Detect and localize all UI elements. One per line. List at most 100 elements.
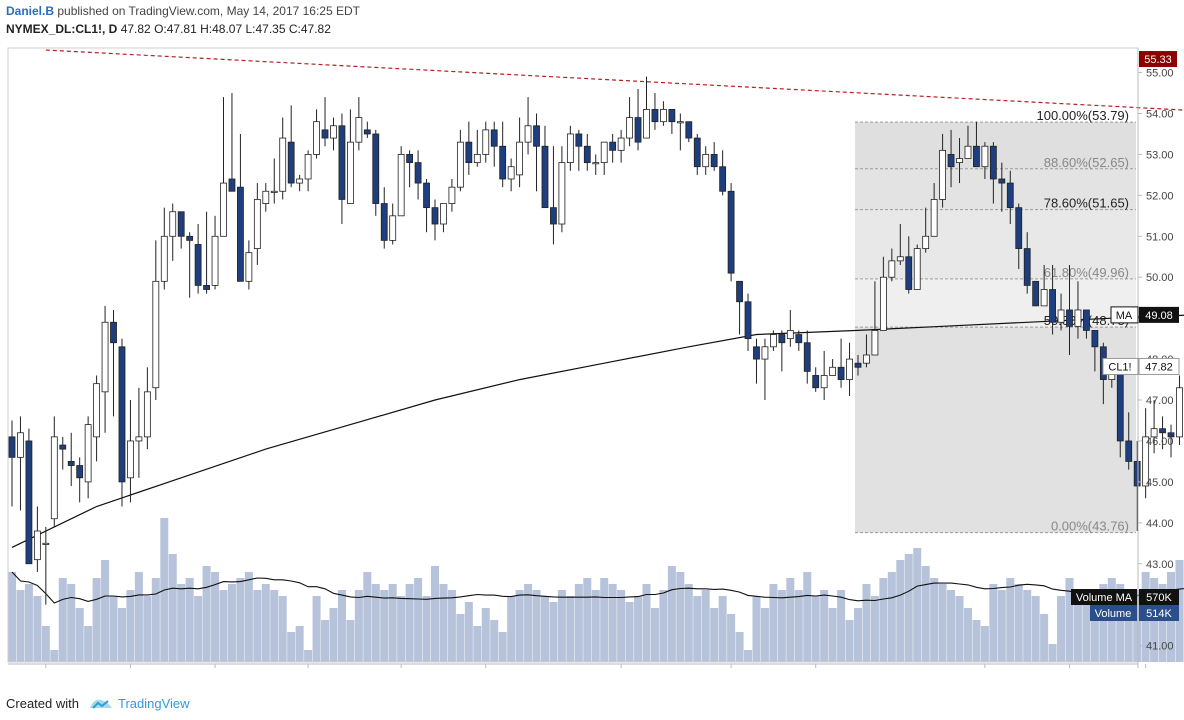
volume-bar (58, 578, 67, 662)
volume-bar (1124, 596, 1133, 662)
candle-body (702, 154, 710, 168)
volume-bar (1031, 596, 1040, 662)
volume-bar (67, 584, 76, 662)
volume-bar (168, 554, 177, 662)
volume-bar (1099, 584, 1108, 662)
candle-body (533, 125, 540, 147)
candle-body (245, 252, 253, 282)
candle-body (135, 436, 143, 442)
volume-bar (363, 572, 372, 662)
candle-body (736, 280, 743, 303)
candle-body (1167, 432, 1175, 438)
candle-body (956, 158, 963, 164)
created-with-text: Created with (6, 696, 79, 711)
candle-body (566, 133, 574, 164)
candle-body (913, 248, 921, 290)
candle-body (279, 137, 287, 192)
volume-bar (431, 566, 439, 662)
candle-body (177, 211, 185, 237)
candle-body (1176, 387, 1183, 438)
published-text: published on TradingView.com, May 14, 20… (57, 4, 360, 18)
volume-bar (278, 596, 287, 662)
volume-bar (566, 596, 575, 662)
candle-body (939, 149, 946, 200)
resistance-trendline[interactable] (45, 49, 1184, 120)
candle-body (380, 203, 388, 241)
volume-bar (938, 584, 947, 662)
candle-body (296, 178, 304, 184)
price-chart[interactable]: 100.00%(53.79) 88.60%(52.65) 78.60%(51.65)… (0, 42, 1184, 668)
volume-bar (803, 572, 812, 662)
candle-body (1091, 330, 1099, 348)
candle-body (313, 121, 320, 155)
candle-body (617, 137, 625, 151)
volume-bar (989, 584, 998, 662)
volume-bar (1023, 590, 1032, 662)
candle-body (1159, 428, 1166, 434)
candle-body (397, 154, 405, 217)
volume-bar (202, 566, 211, 662)
candle-body (727, 190, 735, 274)
candle-body (1125, 440, 1133, 462)
volume-bar (549, 602, 558, 662)
volume-bar (405, 584, 414, 662)
volume-bar (185, 578, 194, 662)
candle-body (710, 154, 718, 168)
volume-bar (532, 590, 541, 662)
candle-body (803, 342, 811, 372)
volume-bar (1057, 596, 1066, 662)
volume-bar (701, 590, 710, 662)
candle-body (8, 436, 16, 458)
low-value: L:47.35 (245, 22, 286, 36)
volume-bar (1048, 644, 1057, 662)
volume-bar (557, 590, 566, 662)
volume-bar (481, 608, 490, 662)
trendline[interactable] (45, 49, 1184, 120)
footer: Created with TradingView (0, 688, 1184, 720)
candle-body (778, 334, 786, 344)
volume-bar (710, 608, 719, 662)
candle-body (592, 162, 600, 165)
volume-bar (321, 620, 330, 662)
candle-body (346, 141, 354, 204)
volume-bar (109, 596, 118, 662)
price-tick-label: 50.00 (1146, 272, 1174, 284)
candle-body (50, 436, 58, 520)
volume-bar (75, 608, 84, 662)
high-value: H:48.07 (200, 22, 243, 36)
candle-body (93, 383, 100, 438)
candle-body (287, 141, 295, 184)
tradingview-logo-icon[interactable] (88, 694, 114, 714)
candle-body (211, 235, 219, 286)
volume-bar (727, 614, 736, 662)
volume-bar (676, 572, 685, 662)
price-tick-label: 41.00 (1146, 641, 1174, 653)
ma-line (11, 314, 1184, 548)
volume-bar (634, 596, 643, 662)
volume-bar (617, 590, 626, 662)
candle-body (101, 321, 109, 393)
candle-body (668, 109, 676, 123)
volume-bar (456, 614, 465, 662)
tradingview-brand-link[interactable]: TradingView (118, 696, 190, 711)
candle-body (330, 125, 337, 139)
candle-body (76, 465, 84, 479)
volume-bar (92, 578, 101, 662)
fibonacci-retracement[interactable]: 100.00%(53.79) 88.60%(52.65) 78.60%(51.65)… (855, 108, 1136, 534)
volume-bar (177, 584, 186, 662)
volume-bar (955, 596, 964, 662)
fib-level-label: 100.00%(53.79) (1036, 108, 1129, 123)
volume-bar (33, 596, 42, 662)
candle-body (186, 235, 194, 241)
volume-bar (667, 566, 676, 662)
volume-bar (820, 590, 829, 662)
author-name[interactable]: Daniel.B (6, 4, 55, 18)
volume-bar (684, 584, 693, 662)
candle-body (228, 178, 236, 192)
candle-body (499, 145, 507, 180)
candle-body (321, 129, 329, 139)
volume-bar (490, 620, 499, 662)
candle-body (981, 145, 989, 168)
candle-body (118, 346, 126, 483)
volume-bar (828, 608, 837, 662)
